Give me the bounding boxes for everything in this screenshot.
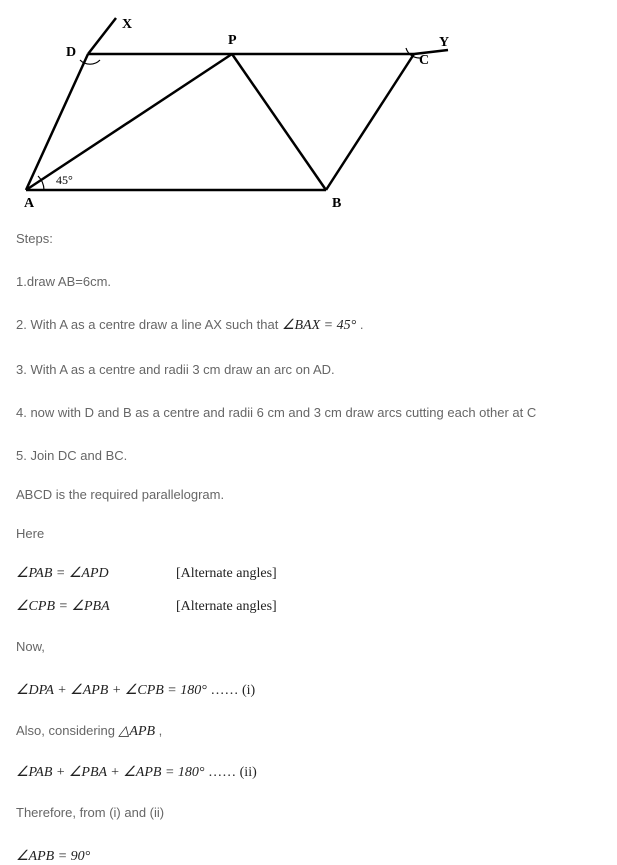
conclusion: ABCD is the required parallelogram. xyxy=(16,487,601,502)
svg-text:C: C xyxy=(419,53,429,68)
now-label: Now, xyxy=(16,639,601,654)
svg-text:X: X xyxy=(122,17,132,32)
step-3: 3. With A as a centre and radii 3 cm dra… xyxy=(16,362,601,377)
alt2-note: [Alternate angles] xyxy=(176,599,277,615)
svg-text:P: P xyxy=(228,33,237,48)
therefore-text: Therefore, from (i) and (ii) xyxy=(16,805,601,820)
steps-heading: Steps: xyxy=(16,231,601,246)
diagram-svg: A B D C P X Y 45° xyxy=(16,12,456,212)
also-text-b: , xyxy=(159,723,163,738)
equation-ii-row: ∠PAB + ∠PBA + ∠APB = 180° …… (ii) xyxy=(16,764,601,781)
svg-text:Y: Y xyxy=(439,35,449,50)
equation-ii-tag: …… (ii) xyxy=(208,765,257,780)
alt-angle-row-2: ∠CPB = ∠PBA [Alternate angles] xyxy=(16,598,601,615)
equation-i-row: ∠DPA + ∠APB + ∠CPB = 180° …… (i) xyxy=(16,682,601,699)
also-text-a: Also, considering xyxy=(16,723,119,738)
step-5: 5. Join DC and BC. xyxy=(16,448,601,463)
here-label: Here xyxy=(16,526,601,541)
final-equation: ∠APB = 90° xyxy=(16,849,90,864)
alt1-note: [Alternate angles] xyxy=(176,566,277,582)
equation-ii: ∠PAB + ∠PBA + ∠APB = 180° xyxy=(16,765,205,780)
step-2-text-b: . xyxy=(360,317,364,332)
also-math: △APB xyxy=(119,724,155,739)
step-2-text-a: 2. With A as a centre draw a line AX suc… xyxy=(16,317,282,332)
equation-i: ∠DPA + ∠APB + ∠CPB = 180° xyxy=(16,683,207,698)
alt2-equation: ∠CPB = ∠PBA xyxy=(16,598,176,615)
also-row: Also, considering △APB , xyxy=(16,723,601,740)
step-2-math: ∠BAX = 45° xyxy=(282,318,356,333)
equation-i-tag: …… (i) xyxy=(210,683,255,698)
final-equation-row: ∠APB = 90° xyxy=(16,848,601,865)
alt1-equation: ∠PAB = ∠APD xyxy=(16,565,176,582)
svg-text:B: B xyxy=(332,196,341,211)
step-4: 4. now with D and B as a centre and radi… xyxy=(16,405,601,420)
parallelogram-diagram: A B D C P X Y 45° xyxy=(16,12,601,215)
svg-text:45°: 45° xyxy=(56,173,73,187)
step-2: 2. With A as a centre draw a line AX suc… xyxy=(16,317,601,334)
svg-text:A: A xyxy=(24,196,35,211)
alt-angle-row-1: ∠PAB = ∠APD [Alternate angles] xyxy=(16,565,601,582)
svg-text:D: D xyxy=(66,45,76,60)
step-1: 1.draw AB=6cm. xyxy=(16,274,601,289)
